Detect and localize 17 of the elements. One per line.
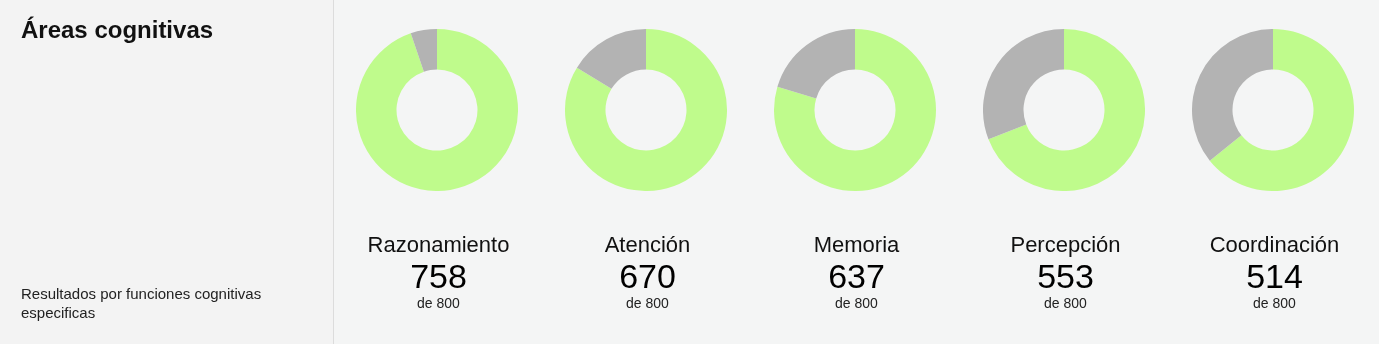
data-label: 637 bbox=[827, 257, 886, 296]
data-label: 758 bbox=[409, 257, 468, 296]
text: Coordinación bbox=[1208, 232, 1341, 258]
text: de 800 bbox=[1252, 295, 1297, 311]
text: de 800 bbox=[1043, 295, 1088, 311]
text: Áreas cognitivas bbox=[21, 16, 214, 44]
data-label: 514 bbox=[1245, 257, 1304, 296]
text: Razonamiento bbox=[366, 232, 511, 258]
text: Memoria bbox=[812, 232, 901, 258]
text: Resultados por funciones cognitivas especificas bbox=[21, 284, 263, 322]
text: de 800 bbox=[625, 295, 670, 311]
data-label: 670 bbox=[618, 257, 677, 296]
text: Atención bbox=[603, 232, 692, 258]
text: de 800 bbox=[834, 295, 879, 311]
text: Percepción bbox=[1009, 232, 1122, 258]
text: de 800 bbox=[416, 295, 461, 311]
data-label: 553 bbox=[1036, 257, 1095, 296]
